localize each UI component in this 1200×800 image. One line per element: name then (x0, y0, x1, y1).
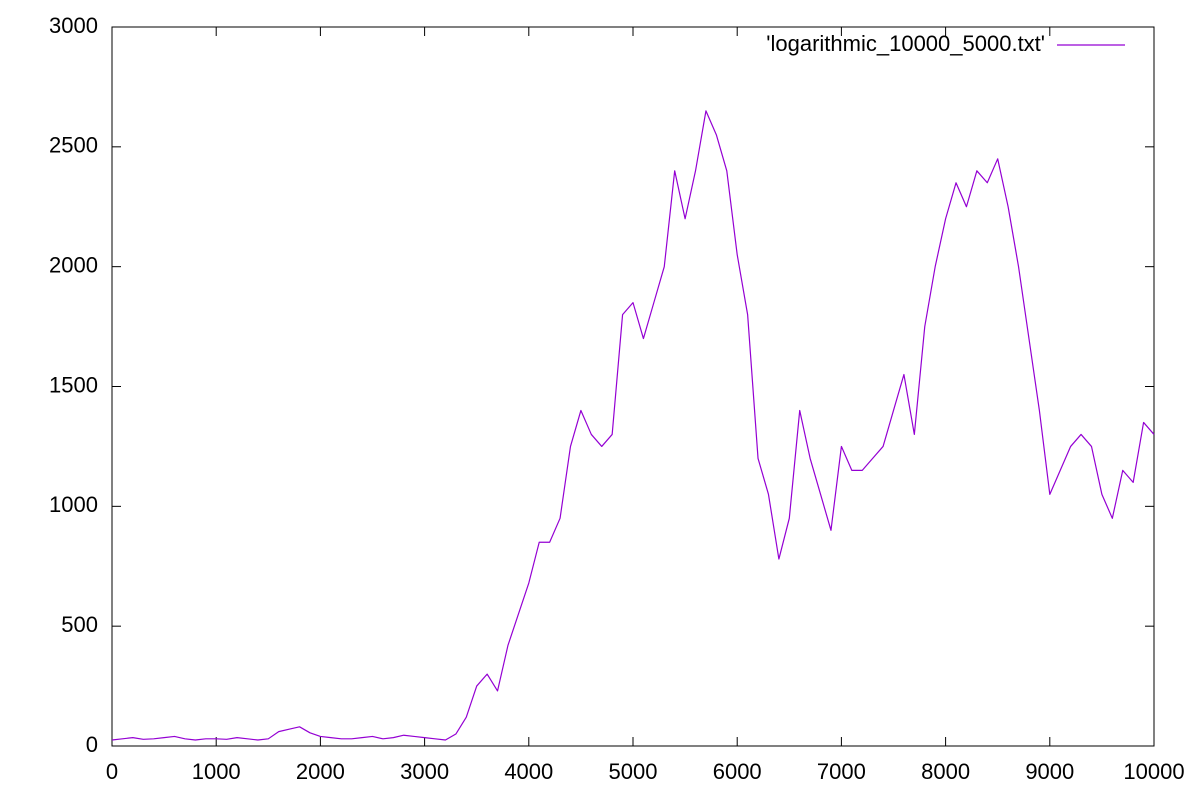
y-tick-label: 2000 (49, 252, 98, 277)
y-tick-label: 1500 (49, 372, 98, 397)
y-tick-label: 1000 (49, 492, 98, 517)
x-tick-label: 3000 (400, 759, 449, 784)
x-tick-label: 10000 (1123, 759, 1184, 784)
y-tick-label: 2500 (49, 133, 98, 158)
y-tick-label: 500 (61, 612, 98, 637)
x-tick-label: 5000 (609, 759, 658, 784)
legend-label: 'logarithmic_10000_5000.txt' (766, 31, 1045, 56)
x-tick-label: 6000 (713, 759, 762, 784)
series-line (111, 110, 1155, 741)
y-tick-label: 0 (86, 732, 98, 757)
plot-frame (111, 26, 1155, 747)
y-tick-label: 3000 (49, 13, 98, 38)
x-tick-label: 9000 (1025, 759, 1074, 784)
x-tick-label: 2000 (296, 759, 345, 784)
x-tick-label: 4000 (504, 759, 553, 784)
x-tick-label: 7000 (817, 759, 866, 784)
x-tick-label: 8000 (921, 759, 970, 784)
x-tick-label: 1000 (192, 759, 241, 784)
x-tick-label: 0 (106, 759, 118, 784)
